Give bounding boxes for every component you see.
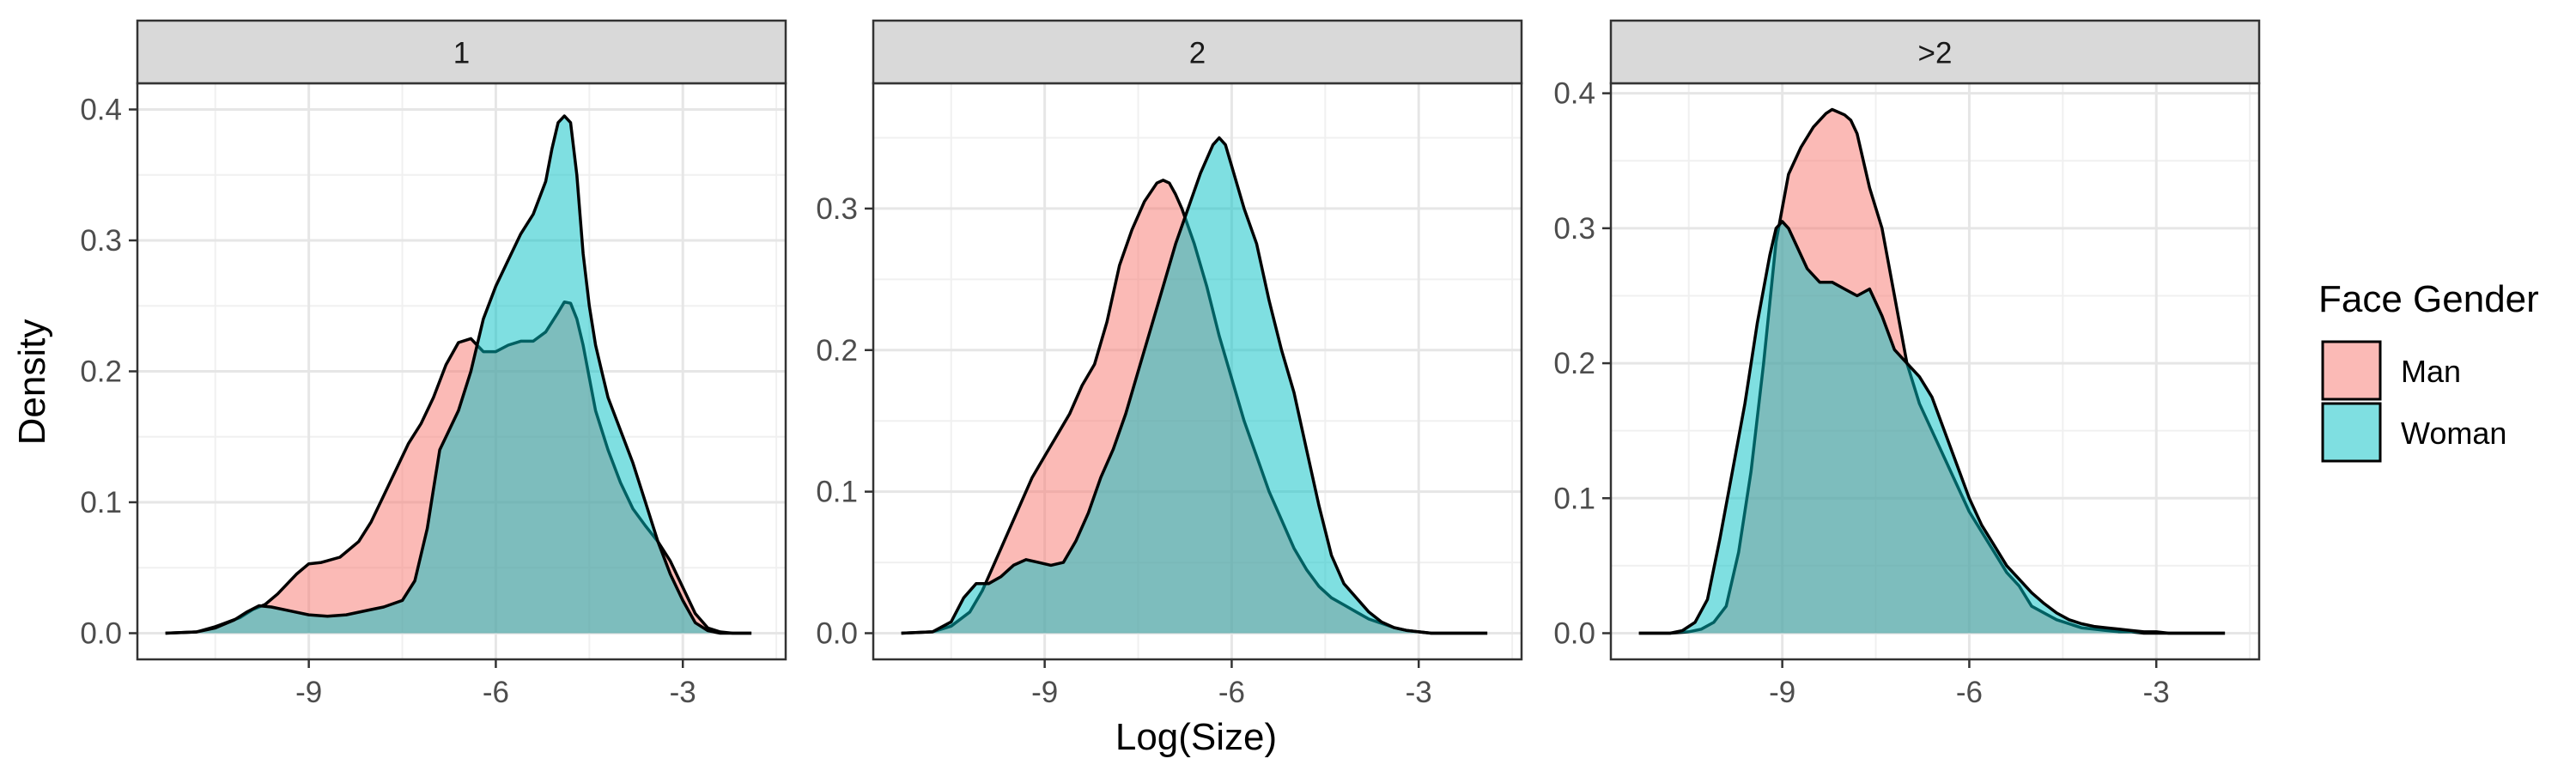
- density-area-woman: [901, 137, 1488, 634]
- y-tick-label: 0.4: [1553, 77, 1595, 111]
- y-tick-label: 0.1: [1553, 482, 1595, 515]
- y-tick-label: 0.0: [816, 617, 858, 651]
- x-tick-label: -9: [1769, 676, 1795, 709]
- y-tick-label: 0.2: [816, 334, 858, 367]
- facet-panel-3: >2 0.0 0.1 0.2 0.3 0.4 -9 -6 -3: [1553, 19, 2261, 709]
- y-tick-label: 0.2: [1553, 347, 1595, 380]
- legend-label-man: Man: [2401, 354, 2461, 389]
- x-tick-label: -3: [2143, 676, 2170, 709]
- density-line-woman: [901, 136, 1488, 635]
- density-line-woman: [165, 114, 752, 635]
- facet-strip: [872, 19, 1523, 85]
- y-tick-label: 0.0: [1553, 617, 1595, 651]
- y-tick-label: 0.4: [80, 94, 122, 127]
- x-tick-label: -3: [670, 676, 696, 709]
- panels-layer: 1 0.0 0.1 0.2 0.3 0.4 -9 -6 -3 2 0.0 0.1 0.2 0.3 -9 -6 -…: [80, 19, 2261, 709]
- y-tick-label: 0.1: [816, 476, 858, 509]
- y-axis-title: Density: [11, 319, 53, 446]
- y-tick-label: 0.0: [80, 617, 122, 651]
- facet-panel-2: 2 0.0 0.1 0.2 0.3 -9 -6 -3: [816, 19, 1523, 709]
- x-tick-label: -6: [483, 676, 509, 709]
- y-tick-label: 0.1: [80, 486, 122, 519]
- density-area-woman: [1638, 222, 2226, 634]
- x-tick-label: -9: [295, 676, 322, 709]
- x-tick-label: -3: [1406, 676, 1432, 709]
- x-tick-label: -6: [1218, 676, 1245, 709]
- legend-item-woman: Woman: [2321, 402, 2506, 463]
- legend: Face Gender Man Woman: [2318, 278, 2539, 463]
- y-tick-label: 0.3: [816, 192, 858, 226]
- density-area-woman: [165, 116, 752, 634]
- legend-item-man: Man: [2321, 340, 2461, 401]
- x-axis-title: Log(Size): [1115, 716, 1277, 758]
- facet-strip: [136, 19, 787, 85]
- facet-strip-label: 2: [1189, 37, 1206, 70]
- x-tick-label: -6: [1956, 676, 1983, 709]
- y-tick-label: 0.3: [1553, 212, 1595, 246]
- y-tick-label: 0.3: [80, 224, 122, 258]
- legend-title: Face Gender: [2318, 278, 2539, 320]
- legend-key-woman: [2321, 402, 2382, 463]
- legend-label-woman: Woman: [2401, 416, 2506, 451]
- y-tick-label: 0.2: [80, 355, 122, 389]
- legend-key-man: [2321, 340, 2382, 401]
- facet-strip-label: >2: [1918, 37, 1953, 70]
- facet-strip-label: 1: [453, 37, 470, 70]
- x-tick-label: -9: [1031, 676, 1058, 709]
- facet-panel-1: 1 0.0 0.1 0.2 0.3 0.4 -9 -6 -3: [80, 19, 787, 709]
- facet-strip: [1609, 19, 2261, 85]
- density-line-woman: [1638, 220, 2226, 635]
